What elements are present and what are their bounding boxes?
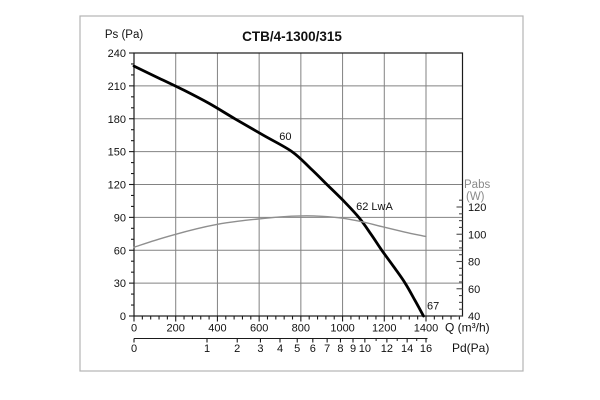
y-right-tick-label: 60 xyxy=(468,284,480,296)
pd-tick-label: 6 xyxy=(310,343,316,355)
pd-tick-label: 9 xyxy=(350,343,356,355)
y-left-tick-label: 90 xyxy=(114,212,126,224)
pd-tick-label: 14 xyxy=(401,343,413,355)
y-left-tick-label: 180 xyxy=(108,114,126,126)
pd-tick-label: 4 xyxy=(277,343,283,355)
pd-tick-label: 5 xyxy=(294,343,300,355)
y-left-tick-label: 30 xyxy=(114,278,126,290)
y-left-tick-label: 120 xyxy=(108,180,126,192)
pd-tick-label: 10 xyxy=(359,343,371,355)
x-bottom-tick-label: 1400 xyxy=(414,323,438,335)
y-right-axis-label-line1: Pabs xyxy=(464,179,490,191)
pd-tick-label: 2 xyxy=(234,343,240,355)
y-right-tick-label: 80 xyxy=(468,257,480,269)
static-pressure-curve xyxy=(132,64,425,318)
chart-title: CTB/4-1300/315 xyxy=(242,29,342,44)
x-bottom-tick-label: 600 xyxy=(250,323,268,335)
y-left-tick-label: 210 xyxy=(108,81,126,93)
x-bottom-tick-label: 400 xyxy=(208,323,226,335)
curve-annotation: 60 xyxy=(279,131,291,143)
y-left-tick-label: 0 xyxy=(120,311,126,323)
y-left-tick-label: 60 xyxy=(114,245,126,257)
y-left-tick-label: 240 xyxy=(108,48,126,60)
curve-annotation: 62 LwA xyxy=(356,201,393,213)
x-bottom-tick-label: 200 xyxy=(167,323,185,335)
absorbed-power-curve xyxy=(133,215,427,248)
x-bottom-tick-label: 1200 xyxy=(372,323,396,335)
x-bottom-tick-label: 1000 xyxy=(330,323,354,335)
pd-tick-label: 8 xyxy=(337,343,343,355)
y-right-tick-label: 40 xyxy=(468,311,480,323)
pd-axis-label: Pd(Pa) xyxy=(452,341,489,355)
x-bottom-tick-label: 0 xyxy=(131,323,137,335)
y-right-axis-label-line2: (W) xyxy=(466,191,485,203)
y-left-axis-label: Ps (Pa) xyxy=(105,29,144,41)
pd-tick-label: 1 xyxy=(204,343,210,355)
pd-tick-label: 3 xyxy=(257,343,263,355)
y-right-tick-label: 100 xyxy=(468,229,486,241)
y-left-tick-label: 150 xyxy=(108,147,126,159)
x-bottom-axis-label: Q (m³/h) xyxy=(445,321,490,335)
pd-tick-label: 7 xyxy=(324,343,330,355)
y-right-tick-label: 120 xyxy=(468,202,486,214)
pd-tick-label: 12 xyxy=(381,343,393,355)
pd-tick-label: 0 xyxy=(131,343,137,355)
curve-annotation: 67 xyxy=(427,300,439,312)
pd-tick-label: 16 xyxy=(420,343,432,355)
figure-border xyxy=(79,15,524,372)
x-bottom-tick-label: 800 xyxy=(292,323,310,335)
